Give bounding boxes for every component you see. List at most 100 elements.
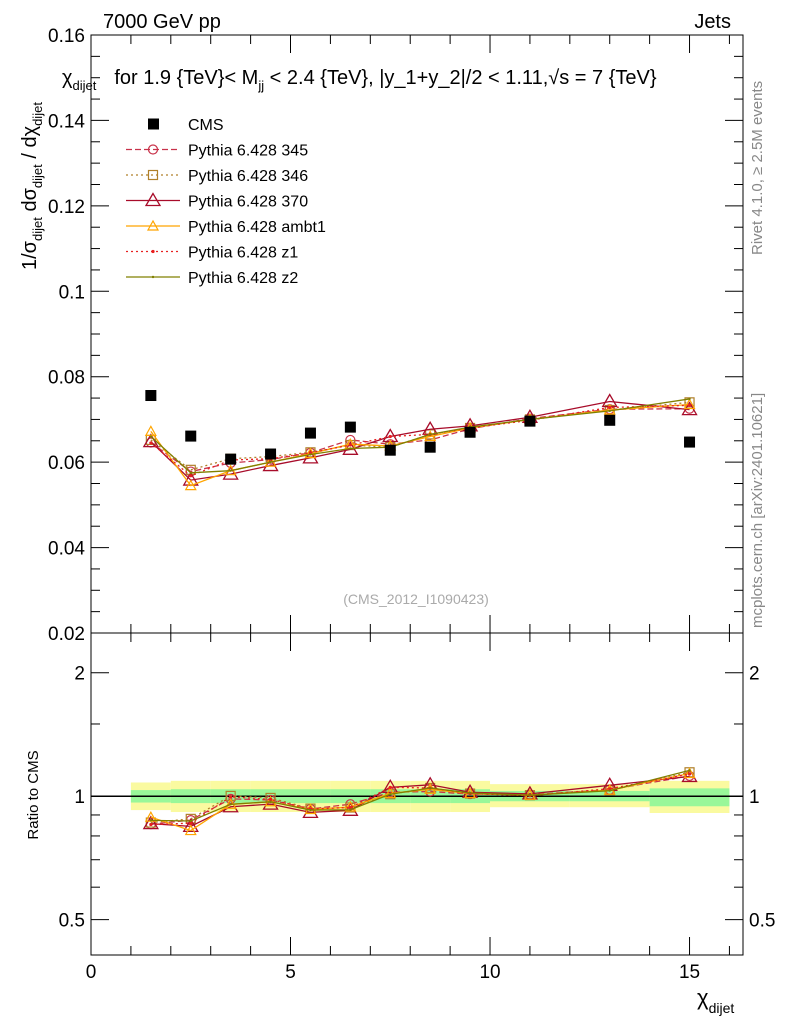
legend-marker-z1 <box>151 249 155 254</box>
point-CMS <box>225 453 237 465</box>
ratio-point-z2 <box>468 791 472 795</box>
x-tick-label: 0 <box>86 962 97 983</box>
ratio-point-z1 <box>687 772 692 776</box>
legend-item-345: Pythia 6.428 345 <box>126 143 308 160</box>
legend-marker-CMS <box>148 118 159 130</box>
ratio-point-370 <box>382 779 399 793</box>
ratio-point-z2 <box>389 793 392 796</box>
point-370 <box>302 449 319 464</box>
ratio-point-z1 <box>388 785 392 789</box>
ratio-point-z2 <box>309 808 312 812</box>
rivet-label: Rivet 4.1.0, ≥ 2.5M events <box>749 81 766 255</box>
point-z1 <box>687 403 692 407</box>
y-tick-label: 0.12 <box>48 197 85 218</box>
point-370 <box>142 433 159 448</box>
y-tick-label: 0.1 <box>59 282 85 303</box>
point-CMS <box>185 430 197 442</box>
ratio-y-tick-label-right: 1 <box>749 787 760 808</box>
ratio-band-inner <box>649 788 730 807</box>
point-z2 <box>189 471 192 475</box>
point-z1 <box>308 451 313 455</box>
point-z2 <box>349 447 352 450</box>
point-z1 <box>608 405 612 410</box>
y-tick-label: 0.06 <box>48 453 85 474</box>
ratio-point-ambt1 <box>683 767 696 779</box>
ratio-point-z2 <box>229 803 232 806</box>
point-z2 <box>229 469 232 472</box>
point-CMS <box>145 390 157 402</box>
point-CMS <box>684 436 696 448</box>
point-z1 <box>189 474 193 478</box>
legend-label: Pythia 6.428 z2 <box>188 270 298 287</box>
point-z2 <box>309 453 312 456</box>
ratio-point-z2 <box>608 789 611 792</box>
legend-label: CMS <box>188 117 224 134</box>
ratio-point-346 <box>385 789 396 800</box>
y-axis-label: 1/σdijet dσdijet / dχdijet <box>19 102 45 270</box>
legend-item-z1: Pythia 6.428 z1 <box>126 245 298 262</box>
legend-marker-z2 <box>151 275 155 279</box>
ratio-y-tick-label-right: 0.5 <box>749 911 775 932</box>
ratio-point-z1 <box>608 787 612 791</box>
point-z1 <box>149 441 153 445</box>
ratio-y-tick-label: 2 <box>74 664 85 685</box>
ratio-point-z2 <box>149 819 153 822</box>
ratio-point-z2 <box>189 819 192 823</box>
ratio-point-z1 <box>229 795 233 799</box>
series-line-370 <box>150 400 690 481</box>
x-tick-label: 10 <box>479 962 500 983</box>
series-line-346 <box>150 401 690 471</box>
x-tick-label: 15 <box>679 962 700 983</box>
point-CMS <box>604 414 616 426</box>
point-z1 <box>348 443 352 447</box>
y-tick-label: 0.16 <box>48 26 85 47</box>
ratio-point-z2 <box>688 769 691 772</box>
ratio-point-ambt1 <box>184 824 197 836</box>
legend-label: Pythia 6.428 346 <box>188 168 308 185</box>
y-tick-label: 0.08 <box>48 368 85 389</box>
point-z2 <box>688 397 691 401</box>
point-ambt1 <box>424 430 437 442</box>
legend-marker-346 <box>147 169 159 181</box>
ratio-y-axis-label: Ratio to CMS <box>25 750 42 839</box>
legend-item-z2: Pythia 6.428 z2 <box>126 270 298 287</box>
legend-label: Pythia 6.428 z1 <box>188 245 298 262</box>
mcplots-label: mcplots.cern.ch [arXiv:2401.10621] <box>749 393 766 628</box>
ratio-point-z2 <box>528 793 532 797</box>
point-CMS <box>524 415 536 427</box>
point-CMS <box>384 444 396 456</box>
ratio-point-346 <box>145 817 156 828</box>
point-z1 <box>388 434 392 439</box>
series-line-345 <box>150 408 690 473</box>
ratio-point-z1 <box>348 805 352 810</box>
legend-item-370: Pythia 6.428 370 <box>126 192 308 211</box>
point-CMS <box>304 427 316 439</box>
ratio-y-tick-label: 0.5 <box>59 911 85 932</box>
ratio-line-z2 <box>150 769 690 822</box>
ratio-plot-frame <box>90 632 744 956</box>
legend-label: Pythia 6.428 345 <box>188 143 308 160</box>
legend-label: Pythia 6.428 ambt1 <box>188 219 326 236</box>
point-CMS <box>265 448 277 460</box>
point-ambt1 <box>304 447 317 459</box>
point-CMS <box>464 426 476 438</box>
ratio-point-z2 <box>349 808 352 811</box>
point-CMS <box>424 441 436 453</box>
series-line-z2 <box>150 398 690 474</box>
header-left: 7000 GeV pp <box>103 11 221 33</box>
x-axis-label: χdijet <box>697 985 734 1016</box>
ratio-point-z1 <box>149 822 153 827</box>
legend-item-346: Pythia 6.428 346 <box>126 168 308 185</box>
legend-item-ambt1: Pythia 6.428 ambt1 <box>126 219 326 236</box>
legend-marker-ambt1 <box>146 219 160 231</box>
ratio-point-ambt1 <box>384 787 397 798</box>
header-right: Jets <box>694 11 731 33</box>
ratio-y-tick-label: 1 <box>74 787 85 808</box>
ratio-point-370 <box>142 815 159 830</box>
y-tick-label: 0.14 <box>48 111 85 132</box>
chart-title: χdijet for 1.9 {TeV}< Mjj < 2.4 {TeV}, |y… <box>62 67 657 93</box>
point-CMS <box>344 421 356 433</box>
ratio-point-370 <box>182 818 199 833</box>
x-tick-label: 5 <box>285 962 296 983</box>
